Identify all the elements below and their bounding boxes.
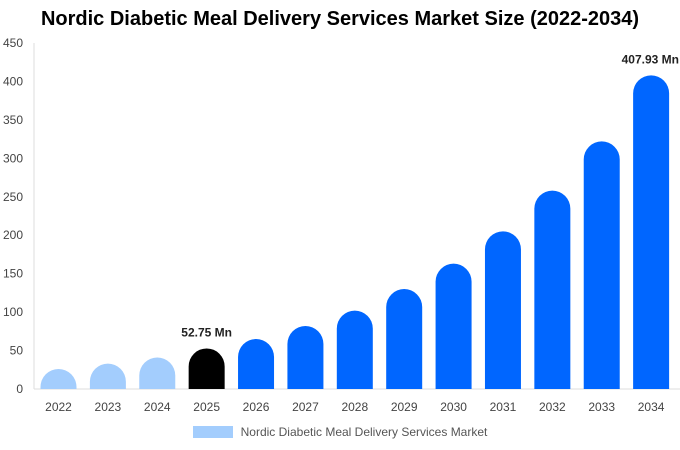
bar-2027 [287, 325, 324, 389]
legend-swatch [192, 426, 233, 438]
bar-2033 [583, 141, 620, 389]
bar-2034 [633, 75, 670, 389]
x-tick-label: 2033 [588, 400, 615, 414]
y-tick-label: 300 [3, 151, 23, 165]
x-axis: 2022 2023 2024 2025 2026 2027 2028 2029 2030 2031… [34, 388, 680, 414]
y-axis: 0 50 100 150 200 250 300 350 400 450 [3, 36, 35, 396]
x-tick-label: 2032 [539, 400, 566, 414]
x-tick-label: 2029 [391, 400, 418, 414]
bar-2030 [435, 263, 472, 389]
data-label-2034: 407.93 Mn [622, 52, 679, 66]
bar-2032 [534, 190, 571, 389]
legend: Nordic Diabetic Meal Delivery Services M… [0, 425, 680, 439]
bar-2024 [139, 357, 176, 389]
x-tick-label: 2025 [193, 400, 220, 414]
y-tick-label: 50 [10, 344, 24, 358]
bar-2026 [238, 339, 275, 389]
y-tick-label: 150 [3, 267, 23, 281]
data-labels: 52.75 Mn 407.93 Mn [181, 52, 679, 339]
legend-label: Nordic Diabetic Meal Delivery Services M… [240, 425, 488, 439]
x-tick-label: 2024 [144, 400, 171, 414]
bar-2029 [386, 289, 423, 389]
x-tick-label: 2022 [45, 400, 72, 414]
x-tick-label: 2026 [243, 400, 270, 414]
y-tick-label: 0 [16, 382, 23, 396]
bar-2031 [484, 231, 521, 389]
y-tick-label: 400 [3, 74, 23, 88]
y-tick-label: 200 [3, 228, 23, 242]
x-tick-label: 2028 [341, 400, 368, 414]
x-tick-label: 2027 [292, 400, 319, 414]
bar-2028 [336, 310, 373, 389]
y-tick-label: 450 [3, 36, 23, 50]
bar-2023 [89, 363, 126, 389]
x-tick-label: 2034 [638, 400, 665, 414]
x-tick-label: 2030 [440, 400, 467, 414]
bars [40, 75, 670, 389]
bar-2025 [188, 348, 225, 389]
y-tick-label: 100 [3, 305, 23, 319]
bar-2022 [40, 369, 77, 389]
x-tick-label: 2031 [490, 400, 517, 414]
x-tick-label: 2023 [95, 400, 122, 414]
y-tick-label: 250 [3, 190, 23, 204]
data-label-2025: 52.75 Mn [181, 325, 232, 339]
y-tick-label: 350 [3, 113, 23, 127]
chart-title: Nordic Diabetic Meal Delivery Services M… [40, 8, 640, 30]
